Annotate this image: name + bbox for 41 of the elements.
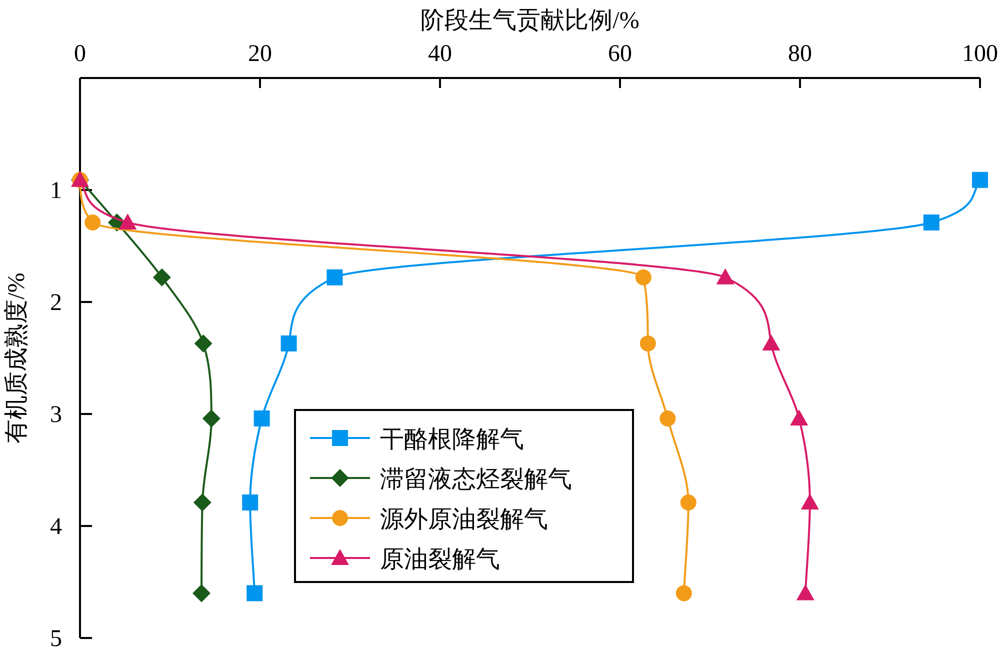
x-tick-label: 100 — [962, 41, 998, 67]
point — [762, 334, 780, 350]
legend-label: 干酪根降解气 — [380, 427, 524, 453]
point — [796, 584, 814, 600]
point — [326, 269, 343, 286]
point — [192, 584, 210, 602]
x-tick-label: 80 — [788, 41, 812, 67]
point — [680, 494, 696, 510]
point — [246, 585, 263, 602]
point — [194, 334, 212, 352]
point — [972, 172, 988, 188]
legend-label: 滞留液态烃裂解气 — [380, 466, 572, 493]
point — [254, 410, 270, 426]
point — [202, 409, 220, 428]
point — [280, 335, 297, 352]
x-tick-label: 0 — [74, 41, 86, 67]
point — [118, 213, 137, 230]
x-tick-label: 20 — [248, 41, 272, 67]
point — [790, 409, 808, 426]
point — [660, 410, 676, 426]
point — [640, 335, 656, 352]
legend-label: 原油裂解气 — [380, 547, 500, 573]
x-tick-label: 60 — [608, 41, 632, 67]
point — [635, 269, 652, 286]
legend-label: 源外原油裂解气 — [380, 507, 548, 533]
y-axis-title: 有机质成熟度/% — [3, 272, 30, 444]
point — [800, 493, 819, 510]
y-tick-label: 4 — [50, 514, 62, 540]
y-tick-label: 5 — [50, 626, 62, 652]
y-tick-label: 1 — [50, 178, 62, 204]
point — [716, 268, 734, 284]
point — [923, 214, 940, 230]
x-tick-label: 40 — [428, 41, 452, 67]
x-axis-title: 阶段生气贡献比例/% — [420, 8, 640, 34]
y-tick-label: 3 — [50, 402, 62, 428]
point — [193, 493, 212, 512]
point — [152, 268, 171, 286]
point — [242, 494, 258, 510]
y-tick-label: 2 — [50, 290, 62, 316]
point — [84, 214, 101, 230]
point — [676, 585, 692, 602]
